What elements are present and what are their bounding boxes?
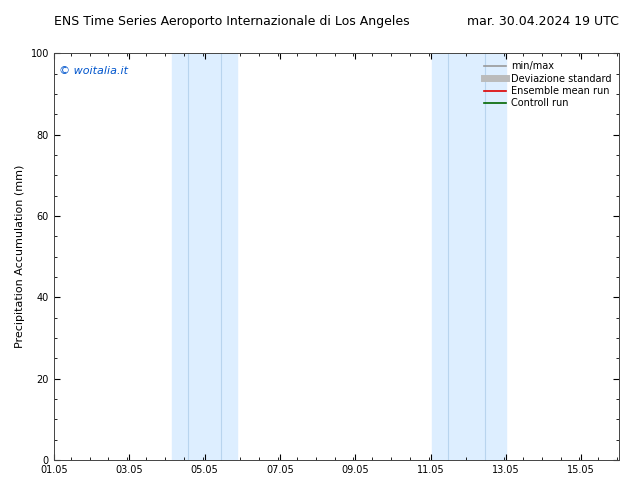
Text: mar. 30.04.2024 19 UTC: mar. 30.04.2024 19 UTC: [467, 15, 619, 28]
Legend: min/max, Deviazione standard, Ensemble mean run, Controll run: min/max, Deviazione standard, Ensemble m…: [482, 58, 614, 111]
Y-axis label: Precipitation Accumulation (mm): Precipitation Accumulation (mm): [15, 165, 25, 348]
Text: © woitalia.it: © woitalia.it: [60, 66, 129, 75]
Bar: [172, 53, 236, 460]
Bar: [432, 53, 506, 460]
Text: ENS Time Series Aeroporto Internazionale di Los Angeles: ENS Time Series Aeroporto Internazionale…: [54, 15, 410, 28]
